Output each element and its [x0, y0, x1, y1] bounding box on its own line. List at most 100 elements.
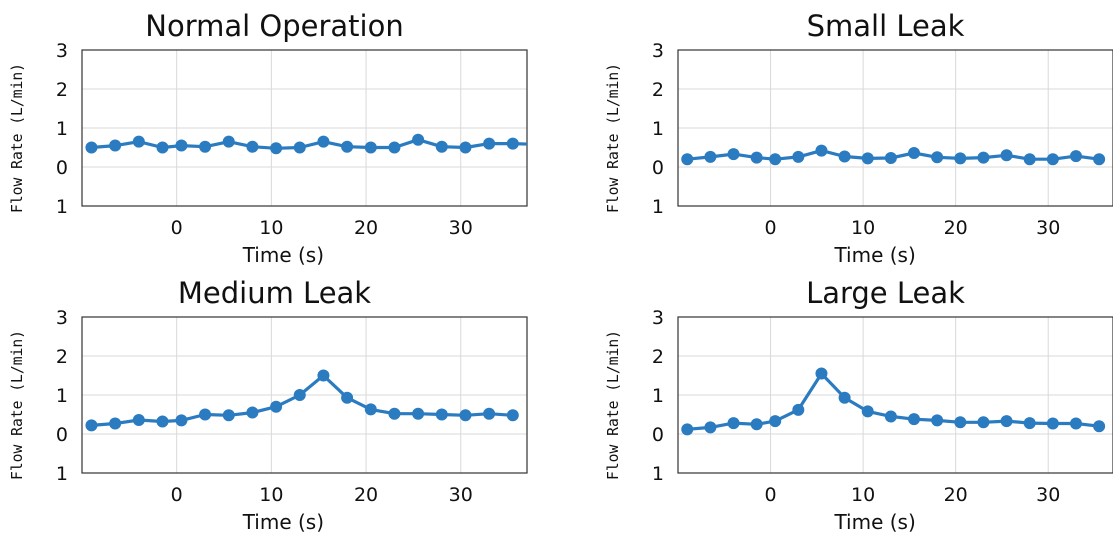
chart-4-point-12	[954, 416, 967, 429]
chart-1-point-13	[388, 141, 401, 154]
chart-1-xtick-label-3: 30	[449, 217, 473, 239]
chart-1-point-14	[412, 133, 425, 146]
chart-3-point-3	[156, 415, 169, 428]
chart-2-point-13	[977, 151, 990, 164]
chart-4-point-7	[838, 391, 851, 404]
chart-4-title: Large Leak	[806, 276, 965, 310]
chart-3-xtick-label-1: 10	[259, 484, 283, 506]
chart-3-point-16	[459, 409, 472, 422]
chart-1-point-5	[199, 140, 212, 153]
chart-4-point-4	[769, 415, 782, 428]
chart-4-point-6	[815, 367, 828, 380]
chart-3-point-0	[85, 419, 98, 432]
chart-2-xtick-label-3: 30	[1036, 217, 1060, 239]
chart-1-point-12	[364, 141, 377, 154]
chart-2-xtick-label-1: 10	[851, 217, 875, 239]
chart-4-ytick-label-4: 1	[652, 463, 664, 485]
chart-2-point-2	[727, 148, 740, 161]
chart-2-ytick-label-0: 3	[652, 40, 664, 62]
chart-1-xtick-label-2: 20	[354, 217, 378, 239]
chart-2-ytick-label-1: 2	[652, 79, 664, 101]
chart-3-ytick-label-3: 0	[56, 424, 68, 446]
chart-4-xtick-label-0: 0	[765, 484, 777, 506]
chart-3-point-4	[175, 414, 188, 427]
chart-3-point-9	[293, 389, 306, 401]
chart-4-xtick-label-3: 30	[1036, 484, 1060, 506]
chart-3-point-6	[222, 409, 235, 422]
chart-2-point-10	[908, 146, 921, 159]
chart-1-point-6	[222, 135, 235, 148]
chart-4-point-1	[704, 421, 717, 434]
chart-1-xtick-label-1: 10	[259, 217, 283, 239]
chart-1-frame	[81, 49, 528, 207]
chart-2-point-6	[815, 144, 828, 157]
chart-3-point-2	[132, 413, 145, 426]
chart-4-point-2	[727, 417, 740, 430]
chart-2-ytick-label-4: 1	[652, 196, 664, 218]
chart-4-point-0	[681, 423, 694, 436]
chart-3-point-7	[246, 406, 259, 419]
chart-1-point-17	[483, 137, 496, 150]
chart-4-point-9	[884, 410, 897, 423]
chart-3-xtick-label-3: 30	[449, 484, 473, 506]
chart-2-point-8	[861, 152, 874, 165]
chart-3-point-12	[364, 403, 377, 416]
chart-4-xlabel: Time (s)	[833, 510, 915, 534]
chart-4-frame	[677, 316, 1113, 474]
chart-4-point-13	[977, 416, 990, 429]
chart-1-point-1	[109, 139, 122, 152]
chart-3-point-14	[412, 407, 425, 420]
chart-4-ytick-label-1: 2	[652, 346, 664, 368]
chart-3-ytick-label-1: 2	[56, 346, 68, 368]
chart-4-ytick-label-2: 1	[652, 385, 664, 407]
chart-1-title: Normal Operation	[145, 9, 403, 43]
chart-4-point-11	[931, 414, 944, 427]
chart-3-point-5	[199, 408, 212, 421]
chart-4-point-3	[750, 418, 763, 431]
chart-4-point-10	[908, 413, 921, 426]
chart-1-point-15	[435, 140, 448, 153]
chart-3-point-11	[341, 391, 354, 404]
chart-4-point-16	[1046, 417, 1059, 430]
chart-2-title: Small Leak	[807, 9, 965, 43]
chart-1-point-0	[85, 141, 98, 154]
chart-3-point-15	[435, 408, 448, 421]
chart-2-point-0	[681, 153, 694, 166]
chart-2-xtick-label-0: 0	[765, 217, 777, 239]
chart-2-point-14	[1000, 149, 1013, 162]
chart-3-ytick-label-4: 1	[56, 463, 68, 485]
chart-1-point-8	[270, 142, 283, 155]
chart-1-point-16	[459, 141, 472, 154]
chart-4-point-18	[1093, 420, 1106, 433]
chart-3-point-17	[483, 407, 496, 420]
chart-4-point-15	[1023, 417, 1036, 430]
chart-2-frame	[677, 49, 1113, 207]
chart-2-ytick-label-2: 1	[652, 118, 664, 140]
chart-2-point-15	[1023, 153, 1036, 166]
chart-4-ytick-label-0: 3	[652, 307, 664, 329]
chart-2-point-12	[954, 152, 967, 165]
chart-1-point-18	[506, 137, 519, 150]
chart-1-ytick-label-2: 1	[56, 118, 68, 140]
chart-2-ytick-label-3: 0	[652, 157, 664, 179]
chart-4-point-5	[792, 403, 805, 416]
chart-2-point-17	[1069, 150, 1082, 163]
chart-2-xtick-label-2: 20	[944, 217, 968, 239]
chart-3-ytick-label-2: 1	[56, 385, 68, 407]
chart-3-point-13	[388, 407, 401, 420]
chart-1-ytick-label-3: 0	[56, 157, 68, 179]
chart-2-ylabel: Flow Rate (L/min)	[604, 63, 622, 213]
chart-2-point-4	[769, 153, 782, 166]
chart-2-point-1	[704, 150, 717, 163]
chart-1-xlabel: Time (s)	[242, 243, 324, 267]
chart-1-point-7	[246, 140, 259, 153]
chart-2-point-11	[931, 151, 944, 164]
chart-2-point-7	[838, 150, 851, 163]
chart-2-point-18	[1093, 153, 1106, 166]
chart-2-point-5	[792, 150, 805, 163]
chart-3-xtick-label-0: 0	[171, 484, 183, 506]
chart-4-point-14	[1000, 415, 1013, 428]
chart-1-point-11	[341, 140, 354, 153]
chart-3-xtick-label-2: 20	[354, 484, 378, 506]
